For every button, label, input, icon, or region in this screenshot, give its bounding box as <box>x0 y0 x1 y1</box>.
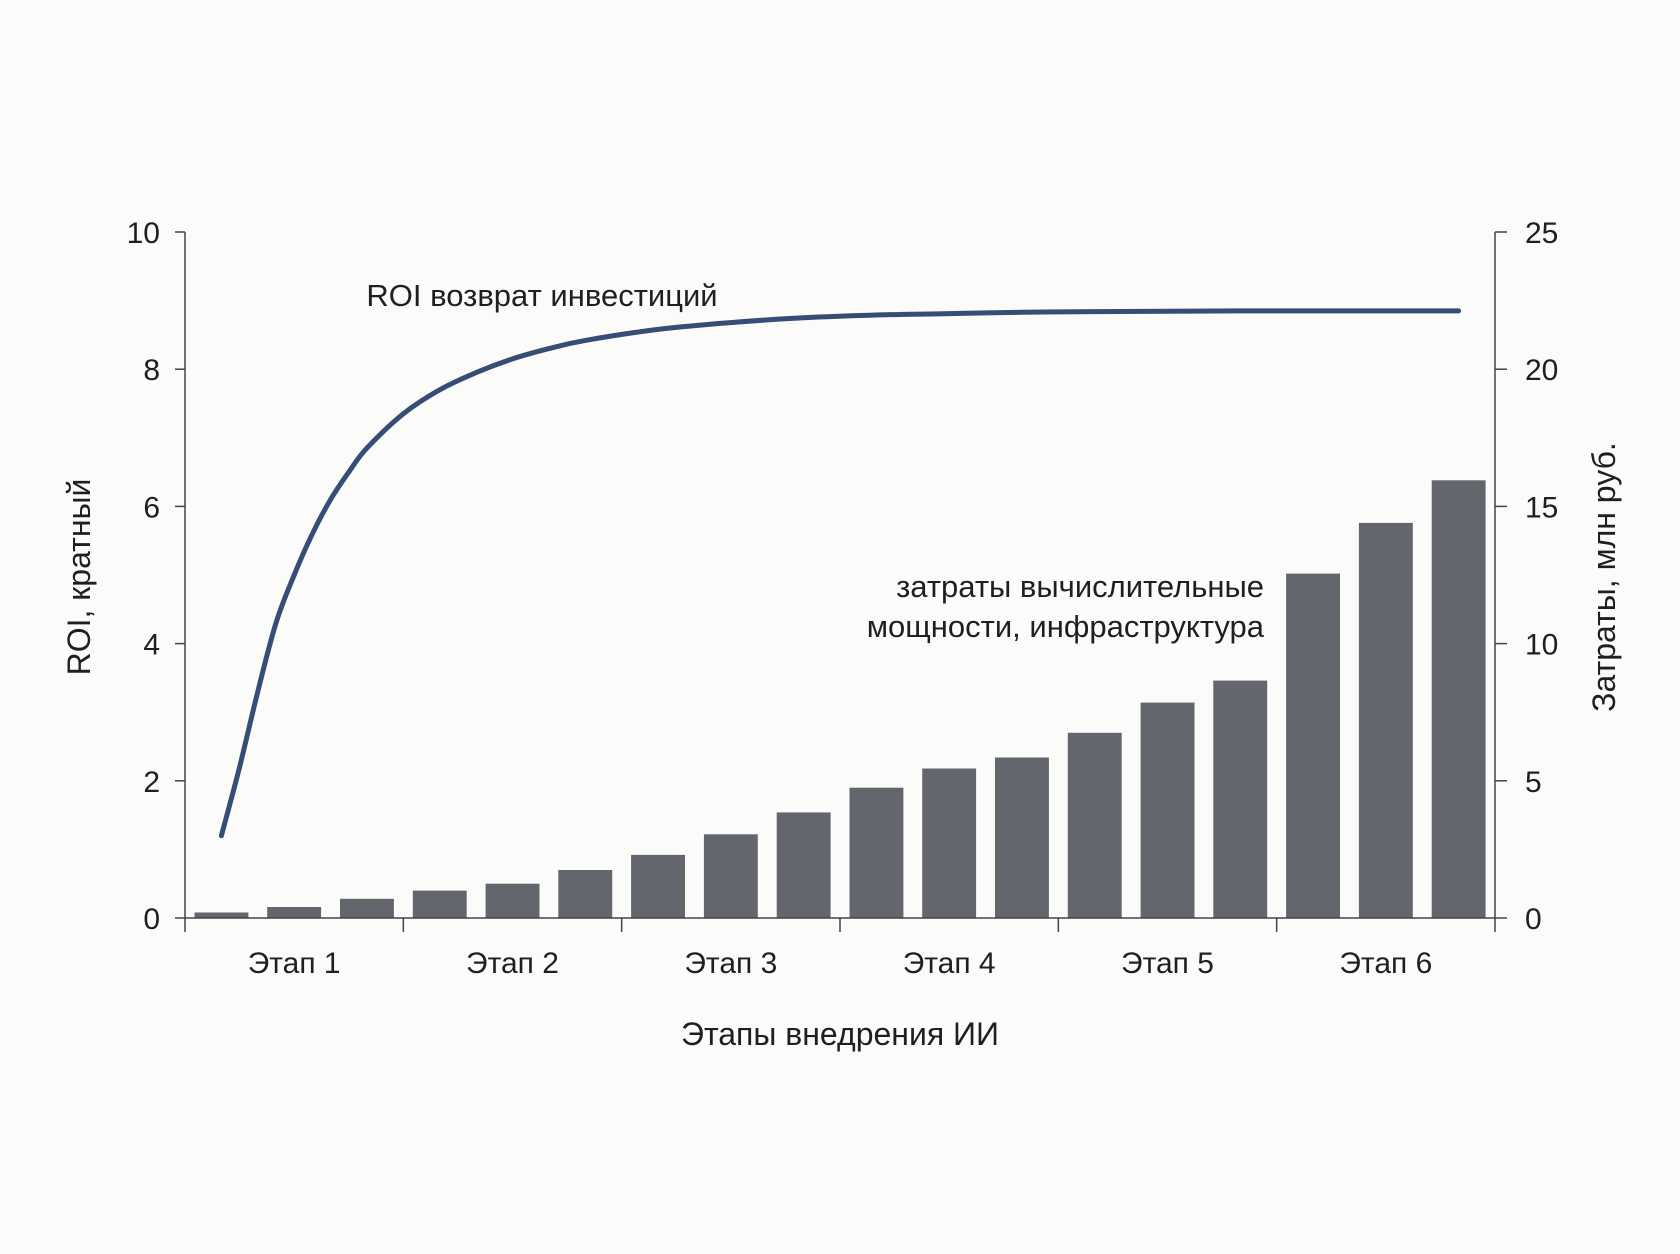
right-tick-label: 15 <box>1525 491 1558 524</box>
x-axis-title: Этапы внедрения ИИ <box>681 1016 999 1052</box>
left-tick-label: 6 <box>143 491 160 524</box>
cost-bar <box>1067 732 1122 918</box>
cost-bars-label-line2: мощности, инфраструктура <box>867 609 1265 644</box>
left-tick-label: 2 <box>143 766 160 799</box>
right-tick-label: 5 <box>1525 766 1542 799</box>
cost-bar <box>1140 702 1195 918</box>
cost-bar <box>340 898 394 918</box>
cost-bar <box>995 757 1049 918</box>
cost-bar <box>631 854 685 918</box>
cost-bar <box>1286 573 1340 918</box>
y-axis-left-title: ROI, кратный <box>61 479 97 676</box>
x-tick-label: Этап 1 <box>248 947 341 980</box>
cost-bar <box>1431 480 1486 918</box>
left-axis-ticks: 0 2 4 6 8 10 <box>127 217 185 936</box>
x-tick-label: Этап 5 <box>1121 947 1214 980</box>
cost-bar <box>849 787 904 918</box>
roi-line <box>218 308 1462 839</box>
left-tick-label: 8 <box>143 354 160 387</box>
cost-bar <box>412 890 467 918</box>
cost-bar <box>194 912 249 918</box>
x-tick-label: Этап 2 <box>466 947 559 980</box>
cost-bar <box>922 768 977 918</box>
cost-bar <box>267 907 322 918</box>
left-tick-label: 0 <box>143 903 160 936</box>
x-tick-label: Этап 6 <box>1339 947 1432 980</box>
left-tick-label: 10 <box>127 217 160 250</box>
right-tick-label: 20 <box>1525 354 1558 387</box>
cost-bar <box>1358 522 1413 918</box>
cost-bar <box>703 834 758 918</box>
cost-bar <box>1213 680 1268 918</box>
cost-bar <box>558 870 613 918</box>
left-tick-label: 4 <box>143 629 160 662</box>
x-tick-label: Этап 4 <box>903 947 996 980</box>
cost-bar <box>485 883 540 918</box>
cost-bars-label-line1: затраты вычислительные <box>896 569 1264 604</box>
right-axis-ticks: 0 5 10 15 20 25 <box>1495 217 1558 936</box>
roi-line-label: ROI возврат инвестиций <box>366 278 717 313</box>
x-tick-label: Этап 3 <box>684 947 777 980</box>
cost-bar <box>776 812 831 918</box>
right-tick-label: 10 <box>1525 629 1558 662</box>
cost-bars <box>194 480 1486 918</box>
right-tick-label: 0 <box>1525 903 1542 936</box>
right-tick-label: 25 <box>1525 217 1558 250</box>
x-axis-ticks: Этап 1 Этап 2 Этап 3 Этап 4 Этап 5 Этап 6 <box>184 918 1496 980</box>
y-axis-right-title: Затраты, млн руб. <box>1586 442 1622 712</box>
